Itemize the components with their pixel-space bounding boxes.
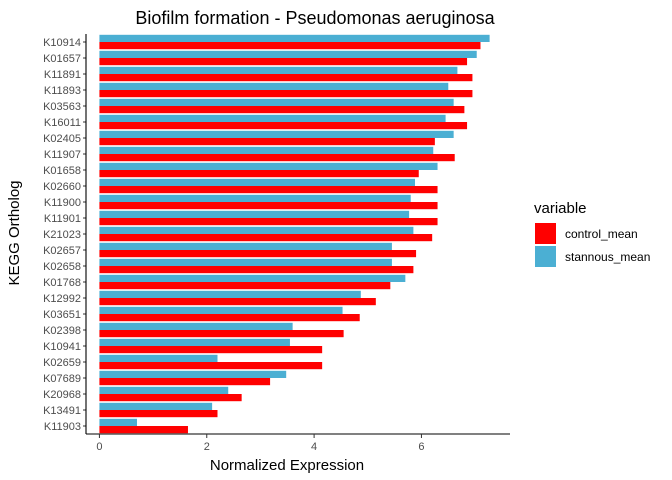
y-tick-label-K13491: K13491: [43, 405, 81, 417]
bar-control_mean-K02405: [99, 138, 435, 146]
bar-control_mean-K11891: [99, 74, 473, 82]
y-tick-label-K03563: K03563: [43, 101, 81, 113]
y-tick-label-K20968: K20968: [43, 389, 81, 401]
bar-control_mean-K01657: [99, 58, 468, 66]
legend-label-stannous_mean: stannous_mean: [565, 250, 650, 264]
bar-control_mean-K01658: [99, 170, 419, 178]
x-tick-label-2: 2: [204, 441, 210, 453]
bar-control_mean-K21023: [99, 234, 433, 242]
bar-stannous_mean-K02660: [99, 178, 416, 186]
bar-control_mean-K13491: [99, 410, 218, 418]
bar-control_mean-K11893: [99, 90, 473, 98]
y-tick-label-K16011: K16011: [44, 117, 81, 129]
x-tick-label-0: 0: [96, 441, 102, 453]
legend-label-control_mean: control_mean: [565, 227, 638, 241]
bar-stannous_mean-K11900: [99, 194, 411, 202]
bar-stannous_mean-K07689: [99, 370, 287, 378]
y-tick-label-K11907: K11907: [44, 149, 81, 161]
bar-stannous_mean-K01658: [99, 162, 438, 170]
y-tick-label-K03651: K03651: [43, 309, 81, 321]
legend: variable control_mean stannous_mean: [534, 200, 650, 267]
y-tick-label-K01657: K01657: [43, 53, 81, 65]
bar-stannous_mean-K02658: [99, 258, 392, 266]
y-tick-label-K11903: K11903: [44, 421, 81, 433]
x-axis-title: Normalized Expression: [210, 457, 364, 474]
y-tick-label-K11901: K11901: [44, 213, 81, 225]
x-tick-label-4: 4: [311, 441, 317, 453]
bar-control_mean-K20968: [99, 394, 242, 402]
bar-control_mean-K11907: [99, 154, 455, 162]
bar-stannous_mean-K02398: [99, 322, 293, 330]
bar-stannous_mean-K11907: [99, 146, 434, 154]
y-tick-label-K01768: K01768: [43, 277, 81, 289]
y-tick-label-K10941: K10941: [43, 341, 81, 353]
bar-control_mean-K11901: [99, 218, 438, 226]
bar-stannous_mean-K16011: [99, 114, 446, 122]
bar-control_mean-K10914: [99, 42, 481, 50]
y-tick-label-K07689: K07689: [43, 373, 81, 385]
y-axis-title: KEGG Ortholog: [6, 180, 23, 285]
y-tick-label-K02657: K02657: [43, 245, 81, 257]
bar-control_mean-K02660: [99, 186, 438, 194]
bar-stannous_mean-K13491: [99, 402, 213, 410]
y-tick-label-K10914: K10914: [43, 37, 81, 49]
bar-control_mean-K03651: [99, 314, 360, 322]
axes-layer: K10914 K01657 K11891 K11893 K03563 K16011 K024…: [43, 34, 510, 453]
x-tick-label-6: 6: [418, 441, 424, 453]
y-tick-label-K02658: K02658: [43, 261, 81, 273]
bar-stannous_mean-K10914: [99, 34, 490, 42]
bar-stannous_mean-K11893: [99, 82, 449, 90]
bar-stannous_mean-K11891: [99, 66, 458, 74]
legend-swatch-stannous_mean: [535, 246, 556, 267]
bar-control_mean-K10941: [99, 346, 323, 354]
chart-title: Biofilm formation - Pseudomonas aerugino…: [135, 8, 495, 28]
y-tick-label-K11891: K11891: [44, 69, 81, 81]
y-tick-label-K12992: K12992: [43, 293, 81, 305]
bar-control_mean-K16011: [99, 122, 468, 130]
y-tick-label-K02398: K02398: [43, 325, 81, 337]
bar-stannous_mean-K02405: [99, 130, 454, 138]
bar-control_mean-K11900: [99, 202, 438, 210]
bar-control_mean-K02398: [99, 330, 344, 338]
legend-title: variable: [534, 200, 587, 217]
bar-stannous_mean-K03651: [99, 306, 343, 314]
y-tick-label-K02659: K02659: [43, 357, 81, 369]
bar-control_mean-K12992: [99, 298, 376, 306]
bar-control_mean-K02657: [99, 250, 417, 258]
bar-control_mean-K07689: [99, 378, 271, 386]
bar-stannous_mean-K01768: [99, 274, 406, 282]
y-tick-label-K21023: K21023: [43, 229, 81, 241]
bar-stannous_mean-K20968: [99, 386, 229, 394]
y-tick-label-K02405: K02405: [43, 133, 81, 145]
legend-swatch-control_mean: [535, 223, 556, 244]
bar-stannous_mean-K02657: [99, 242, 392, 250]
bar-control_mean-K02658: [99, 266, 414, 274]
bar-stannous_mean-K02659: [99, 354, 218, 362]
bar-stannous_mean-K21023: [99, 226, 414, 234]
bars-layer: [99, 34, 490, 434]
bar-control_mean-K02659: [99, 362, 323, 370]
y-tick-label-K01658: K01658: [43, 165, 81, 177]
bar-control_mean-K01768: [99, 282, 391, 290]
bar-control_mean-K03563: [99, 106, 465, 114]
bar-stannous_mean-K03563: [99, 98, 454, 106]
bar-stannous_mean-K01657: [99, 50, 477, 58]
bar-stannous_mean-K11903: [99, 418, 137, 426]
bar-control_mean-K11903: [99, 426, 188, 434]
y-tick-label-K11900: K11900: [44, 197, 81, 209]
bar-stannous_mean-K10941: [99, 338, 290, 346]
bar-stannous_mean-K11901: [99, 210, 410, 218]
y-tick-label-K11893: K11893: [44, 85, 81, 97]
bar-stannous_mean-K12992: [99, 290, 361, 298]
y-tick-label-K02660: K02660: [43, 181, 81, 193]
